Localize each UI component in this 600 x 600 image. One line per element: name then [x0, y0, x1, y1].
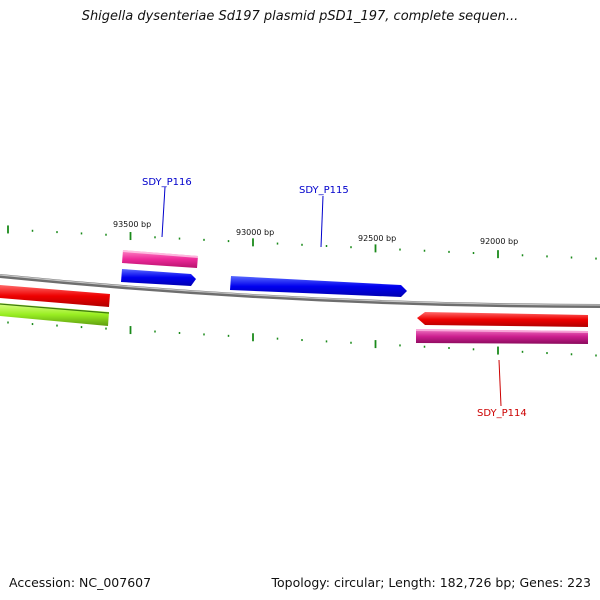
leader-sdy-p114	[498, 359, 502, 407]
plasmid-backbone	[0, 274, 600, 308]
tick-label-92500: 92500 bp	[358, 234, 396, 243]
leader-sdy-p115	[320, 195, 324, 248]
gene-sdy-p115[interactable]	[230, 276, 407, 297]
map-title: Shigella dysenteriae Sd197 plasmid pSD1_…	[81, 9, 519, 24]
gene-label-sdy-p116[interactable]: SDY_P116	[142, 177, 192, 188]
gene-sdy-p114-magenta[interactable]	[416, 329, 588, 344]
accession-text: Accession: NC_007607	[9, 575, 152, 590]
tick-row-inner	[7, 321, 597, 357]
tick-label-92000: 92000 bp	[480, 237, 518, 246]
plasmid-backbone-highlight	[0, 274, 600, 306]
gene-sdy-p114[interactable]	[417, 312, 588, 327]
gene-sdy-p116-blue[interactable]	[121, 269, 196, 286]
gene-label-sdy-p114[interactable]: SDY_P114	[477, 408, 527, 419]
gene-left-lime[interactable]	[0, 303, 110, 326]
gene-left-red[interactable]	[0, 285, 110, 307]
tick-row-outer	[7, 225, 597, 260]
sequence-summary: Topology: circular; Length: 182,726 bp; …	[271, 575, 592, 590]
leader-sdy-p116	[161, 186, 166, 238]
gene-sdy-p116[interactable]	[122, 250, 198, 268]
gene-label-sdy-p115[interactable]: SDY_P115	[299, 185, 349, 196]
tick-label-93500: 93500 bp	[113, 220, 151, 229]
tick-label-93000: 93000 bp	[236, 228, 274, 237]
